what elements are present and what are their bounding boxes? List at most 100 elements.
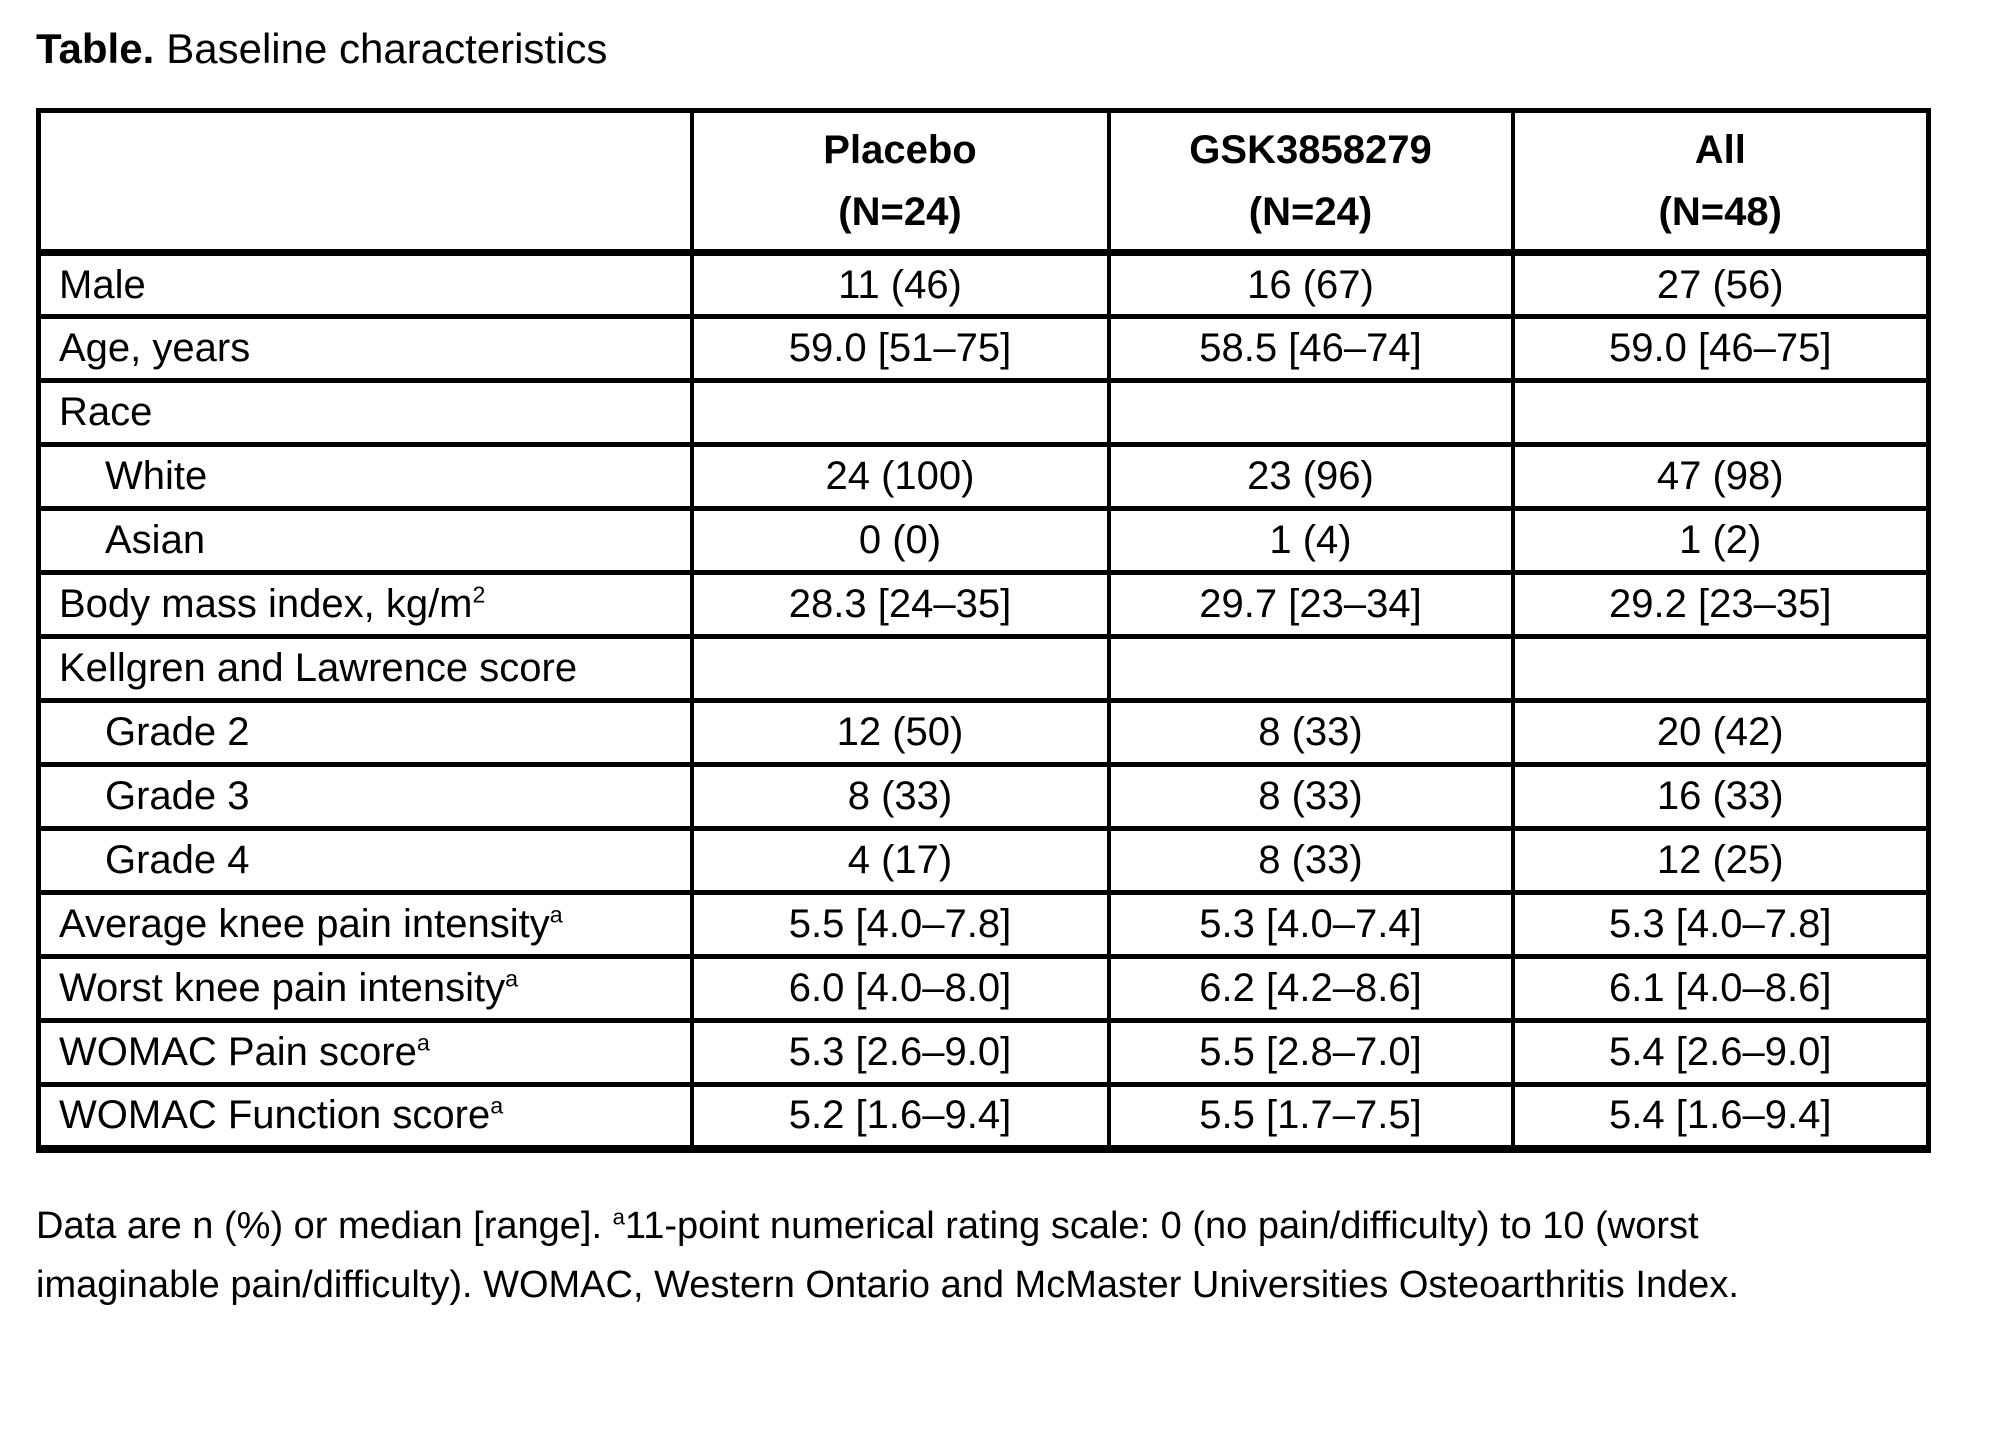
table-row-womac-pain: WOMAC Pain scorea 5.3 [2.6–9.0] 5.5 [2.8…: [36, 1018, 1931, 1088]
baseline-characteristics-table: Placebo (N=24) GSK3858279 (N=24) All (N=…: [36, 108, 1931, 1153]
table-row-grade-4: Grade 4 4 (17) 8 (33) 12 (25): [36, 826, 1931, 896]
table-body: Male 11 (46) 16 (67) 27 (56) Age, years …: [36, 250, 1931, 1152]
row-label-text: Asian: [105, 518, 206, 563]
cell-value: 8 (33): [1106, 762, 1515, 832]
footnote-line-2: imaginable pain/difficulty). WOMAC, West…: [36, 1263, 1739, 1306]
row-label-text: Grade 3: [105, 774, 250, 819]
cell-value: [1510, 378, 1931, 448]
cell-value: 58.5 [46–74]: [1106, 314, 1515, 384]
cell-value: 29.2 [23–35]: [1510, 570, 1931, 640]
row-label-superscript: a: [549, 901, 563, 928]
table-row-average-knee-pain: Average knee pain intensitya 5.5 [4.0–7.…: [36, 890, 1931, 960]
table-row-race-asian: Asian 0 (0) 1 (4) 1 (2): [36, 506, 1931, 576]
cell-value: [1106, 634, 1515, 704]
header-cell-all: All (N=48): [1510, 108, 1931, 257]
table-row-age: Age, years 59.0 [51–75] 58.5 [46–74] 59.…: [36, 314, 1931, 384]
row-label: Worst knee pain intensitya: [36, 954, 694, 1024]
cell-value: 4 (17): [689, 826, 1111, 896]
row-label: Asian: [36, 506, 694, 576]
cell-value: 59.0 [46–75]: [1510, 314, 1931, 384]
table-row-grade-2: Grade 2 12 (50) 8 (33) 20 (42): [36, 698, 1931, 768]
cell-value: 5.5 [4.0–7.8]: [689, 890, 1111, 960]
cell-value: 20 (42): [1510, 698, 1931, 768]
cell-value: 0 (0): [689, 506, 1111, 576]
cell-value: 5.4 [1.6–9.4]: [1510, 1082, 1931, 1152]
cell-value: 29.7 [23–34]: [1106, 570, 1515, 640]
cell-value: 59.0 [51–75]: [689, 314, 1111, 384]
cell-value: 23 (96): [1106, 442, 1515, 512]
row-label: Body mass index, kg/m2: [36, 570, 694, 640]
row-label-text: Age, years: [59, 326, 251, 371]
row-label-superscript: a: [490, 1093, 504, 1120]
row-label: WOMAC Function scorea: [36, 1082, 694, 1152]
header-group-n: (N=24): [838, 190, 962, 235]
table-row-bmi: Body mass index, kg/m2 28.3 [24–35] 29.7…: [36, 570, 1931, 640]
cell-value: [1510, 634, 1931, 704]
cell-value: 11 (46): [689, 250, 1111, 320]
row-label-text: Body mass index, kg/m: [59, 582, 473, 627]
row-label-superscript: a: [416, 1029, 430, 1056]
cell-value: [689, 378, 1111, 448]
table-row-womac-function: WOMAC Function scorea 5.2 [1.6–9.4] 5.5 …: [36, 1082, 1931, 1152]
table-footnote: Data are n (%) or median [range]. a11-po…: [36, 1197, 1946, 1315]
cell-value: 16 (67): [1106, 250, 1515, 320]
header-group-name: All: [1694, 128, 1746, 173]
row-label-text: WOMAC Pain score: [59, 1030, 417, 1075]
footnote-text: Data are n (%) or median [range].: [36, 1204, 613, 1247]
row-label: White: [36, 442, 694, 512]
cell-value: 6.1 [4.0–8.6]: [1510, 954, 1931, 1024]
row-label: Male: [36, 250, 694, 320]
cell-value: 1 (4): [1106, 506, 1515, 576]
row-label: Grade 2: [36, 698, 694, 768]
row-label-text: Grade 2: [105, 710, 250, 755]
header-group-name: Placebo: [823, 128, 977, 173]
cell-value: 5.3 [4.0–7.8]: [1510, 890, 1931, 960]
row-label: Kellgren and Lawrence score: [36, 634, 694, 704]
header-row: Placebo (N=24) GSK3858279 (N=24) All (N=…: [36, 108, 1931, 257]
row-label-text: White: [105, 454, 208, 499]
cell-value: 6.0 [4.0–8.0]: [689, 954, 1111, 1024]
header-group-n: (N=24): [1248, 190, 1373, 235]
row-label-superscript: a: [505, 965, 519, 992]
cell-value: 5.4 [2.6–9.0]: [1510, 1018, 1931, 1088]
cell-value: 5.3 [4.0–7.4]: [1106, 890, 1515, 960]
row-label: WOMAC Pain scorea: [36, 1018, 694, 1088]
table-title-label: Table.: [36, 25, 155, 72]
row-label-text: Race: [59, 390, 153, 435]
row-label-text: WOMAC Function score: [59, 1093, 491, 1138]
row-label-text: Male: [59, 262, 146, 307]
cell-value: 6.2 [4.2–8.6]: [1106, 954, 1515, 1024]
row-label-text: Worst knee pain intensity: [59, 966, 506, 1011]
row-label: Grade 3: [36, 762, 694, 832]
row-label: Average knee pain intensitya: [36, 890, 694, 960]
cell-value: 5.2 [1.6–9.4]: [689, 1082, 1111, 1152]
header-cell-empty: [36, 108, 694, 257]
cell-value: 24 (100): [689, 442, 1111, 512]
table-header: Placebo (N=24) GSK3858279 (N=24) All (N=…: [36, 108, 1931, 257]
cell-value: 28.3 [24–35]: [689, 570, 1111, 640]
cell-value: 8 (33): [1106, 826, 1515, 896]
row-label: Grade 4: [36, 826, 694, 896]
table-row-race-white: White 24 (100) 23 (96) 47 (98): [36, 442, 1931, 512]
cell-value: 1 (2): [1510, 506, 1931, 576]
row-label: Age, years: [36, 314, 694, 384]
table-row-worst-knee-pain: Worst knee pain intensitya 6.0 [4.0–8.0]…: [36, 954, 1931, 1024]
row-label-text: Kellgren and Lawrence score: [59, 646, 578, 691]
cell-value: [689, 634, 1111, 704]
cell-value: 8 (33): [1106, 698, 1515, 768]
footnote-line-1: Data are n (%) or median [range]. a11-po…: [36, 1197, 1946, 1256]
table-row-grade-3: Grade 3 8 (33) 8 (33) 16 (33): [36, 762, 1931, 832]
table-title: Table. Baseline characteristics: [36, 25, 1970, 72]
cell-value: 8 (33): [689, 762, 1111, 832]
cell-value: 47 (98): [1510, 442, 1931, 512]
cell-value: 27 (56): [1510, 250, 1931, 320]
cell-value: 5.5 [1.7–7.5]: [1106, 1082, 1515, 1152]
table-title-text: Baseline characteristics: [166, 25, 608, 72]
cell-value: 12 (25): [1510, 826, 1931, 896]
header-cell-placebo: Placebo (N=24): [689, 108, 1111, 257]
cell-value: 5.5 [2.8–7.0]: [1106, 1018, 1515, 1088]
cell-value: [1106, 378, 1515, 448]
cell-value: 5.3 [2.6–9.0]: [689, 1018, 1111, 1088]
row-label-text: Grade 4: [105, 838, 250, 883]
